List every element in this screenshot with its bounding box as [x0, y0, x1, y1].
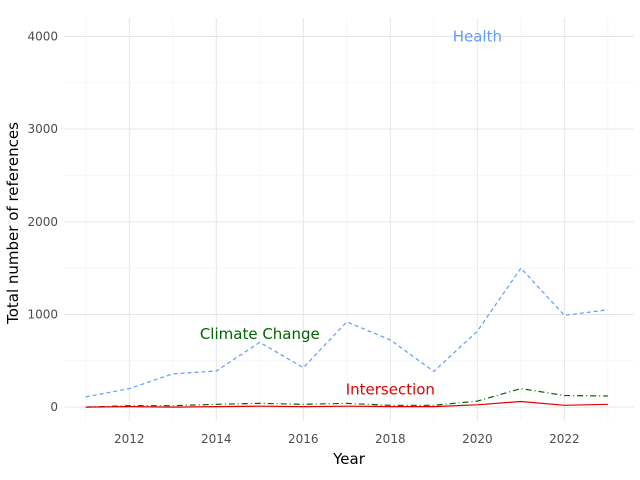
- x-axis-ticks: 2012 2014 2016 2018 2020 2022: [114, 432, 580, 446]
- x-tick-label: 2016: [288, 432, 319, 446]
- y-tick-label: 0: [50, 400, 58, 414]
- x-tick-label: 2020: [462, 432, 493, 446]
- x-tick-label: 2022: [549, 432, 580, 446]
- series-line-climate-change: [85, 388, 608, 408]
- x-tick-label: 2018: [375, 432, 406, 446]
- y-tick-label: 3000: [27, 122, 58, 136]
- y-tick-label: 1000: [27, 307, 58, 321]
- y-tick-label: 2000: [27, 215, 58, 229]
- y-axis-title: Total number of references: [4, 122, 22, 325]
- series-label-climate-change: Climate Change: [200, 325, 320, 343]
- series-lines: [85, 267, 608, 408]
- x-tick-label: 2012: [114, 432, 145, 446]
- y-axis-ticks: 0 1000 2000 3000 4000: [27, 30, 58, 415]
- y-tick-label: 4000: [27, 30, 58, 44]
- grid: [64, 18, 634, 421]
- x-tick-label: 2014: [201, 432, 232, 446]
- series-label-health: Health: [453, 28, 502, 46]
- x-axis-title: Year: [332, 450, 366, 468]
- series-label-intersection: Intersection: [346, 381, 435, 399]
- series-line-intersection: [85, 400, 608, 408]
- series-labels: Health Climate Change Intersection: [200, 28, 502, 399]
